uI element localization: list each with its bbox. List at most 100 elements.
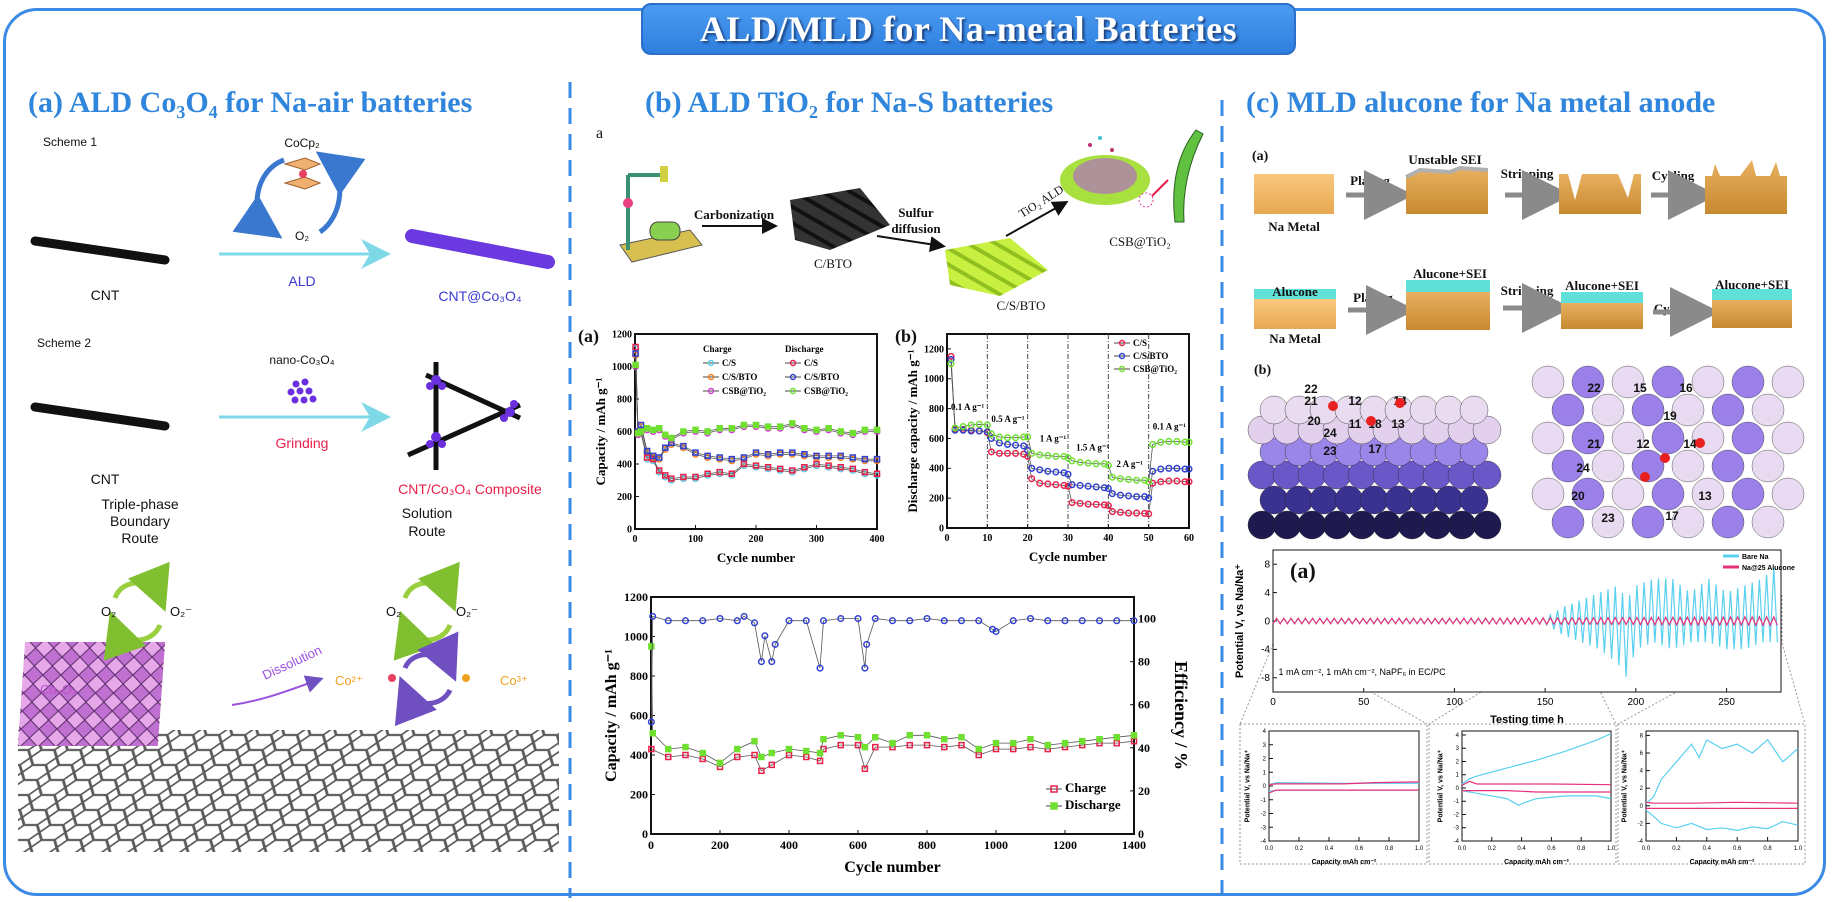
data-point [649,452,657,460]
data-point [947,352,955,360]
data-point [1124,475,1133,484]
data-point [704,470,711,477]
data-point [849,465,857,473]
y-tick-label: -4 [1638,839,1644,845]
data-point [643,425,651,432]
chart-annotation: 1 mA cm⁻², 1 mAh cm⁻², NaPF₆ in EC/PC [1278,667,1446,677]
data-point [1012,449,1020,457]
data-point [740,421,748,429]
tio2-ald-arrow [1005,201,1069,237]
x-tick-label: 100 [688,534,703,545]
chart-2: 0 200 400 600 800 1000 1200 1400020040060080010… [603,590,1191,876]
oxygen-atom-icon [1660,453,1670,463]
y-tick-label: 0 [1264,616,1270,627]
x-tick-label: 0.0 [1458,846,1467,852]
data-point [1024,433,1032,441]
data-point [1185,465,1193,473]
title-banner: ALD/MLD for Na-metal Batteries [641,3,1296,55]
data-point [1113,739,1120,747]
plot-frame [634,333,878,530]
data-point [837,452,844,460]
data-point [1113,617,1121,625]
data-point [776,423,784,430]
data-point [1165,437,1173,445]
series-line [1645,738,1799,804]
data-point [1061,739,1069,747]
series-line [1461,733,1612,785]
data-point [1036,451,1044,459]
plot-frame [650,596,1135,835]
data-point [816,757,824,765]
data-point [1076,458,1084,466]
data-point [789,467,796,474]
data-point [664,617,672,625]
data-point [1078,617,1086,625]
data-point [764,423,772,430]
route1-line2: Boundary [110,513,170,529]
data-point [1020,433,1028,441]
x-tick-label: 0.4 [1325,846,1334,852]
csb-tio2-label: CSB@TiO₂ [1109,234,1171,249]
panel-a: Scheme 1 CoCp₂ O₂ ALD CNT CNT@Co₃O₄ Sche… [17,135,559,852]
plot-frame [1645,730,1799,842]
legend-header: Charge [703,344,732,354]
co-cycle-bottom-icon [394,676,453,727]
data-point [1026,614,1035,623]
x-tick-label: 0.0 [1265,846,1274,852]
data-point [1133,509,1141,517]
data-point [837,732,844,739]
series-line [1461,780,1612,786]
data-point [740,612,748,620]
atom-label: 20 [1571,489,1585,503]
legend-label: Discharge [1065,797,1121,812]
dissolution-arrow [231,675,324,706]
data-point [1185,478,1193,486]
row1-stripping-label: Stripping [1501,166,1554,181]
series-line [1268,789,1419,794]
x-tick-label: 30 [1063,533,1073,544]
data-point [1064,470,1072,478]
data-point [861,743,869,751]
sulfur-label-1: Sulfur [898,205,934,220]
x-tick-label: 0.2 [1672,846,1681,852]
data-point [734,753,741,761]
x-tick-label: 200 [749,534,764,545]
data-point [1060,469,1068,477]
data-point [975,751,982,759]
data-point [871,614,879,623]
panel-c-scheme: (a) Na Metal Plating Unstable SEI Stripp… [1239,149,1806,865]
y-tick-label: 800 [929,404,944,415]
data-point [837,614,845,623]
data-point [1020,442,1028,450]
data-point [789,420,796,427]
legend-label: CSB@TiO₂ [1133,364,1177,374]
row2-plating-label: Plating [1353,290,1393,305]
data-point [1100,460,1108,468]
legend-label: Na@25 Alucone [1742,565,1795,572]
data-point [1130,617,1138,625]
cnt-label-2: CNT [91,471,120,487]
data-point [873,455,881,463]
x-tick-label: 50 [1358,697,1370,708]
panel-b-scheme: a Carbonization C/BTO Sulfur diffusion C… [578,125,1204,761]
dft-panel-label: (b) [1254,363,1271,378]
y-tick-label: 0 [939,523,944,534]
data-point [1036,466,1044,474]
alucone-layer [1254,289,1336,299]
data-point [699,749,706,757]
route1-line3: Route [121,530,159,546]
data-point [655,425,663,432]
data-point [632,361,639,369]
data-point [861,468,869,476]
data-point [1044,452,1052,460]
data-point [1141,493,1149,501]
y-tick-label: 8 [1640,733,1644,739]
data-point [692,426,699,434]
data-point [1027,743,1034,751]
chart-5: 0.0 0.2 0.4 0.6 0.8 1.0 -4 -3 -2 -1 0 1 2 3 4 Capacity … [1437,730,1616,866]
atom-label: 12 [1348,394,1362,408]
legend-label: C/S [722,358,736,368]
series-bare-na [1645,809,1799,832]
data-point [1010,739,1017,747]
data-point [1141,509,1149,517]
